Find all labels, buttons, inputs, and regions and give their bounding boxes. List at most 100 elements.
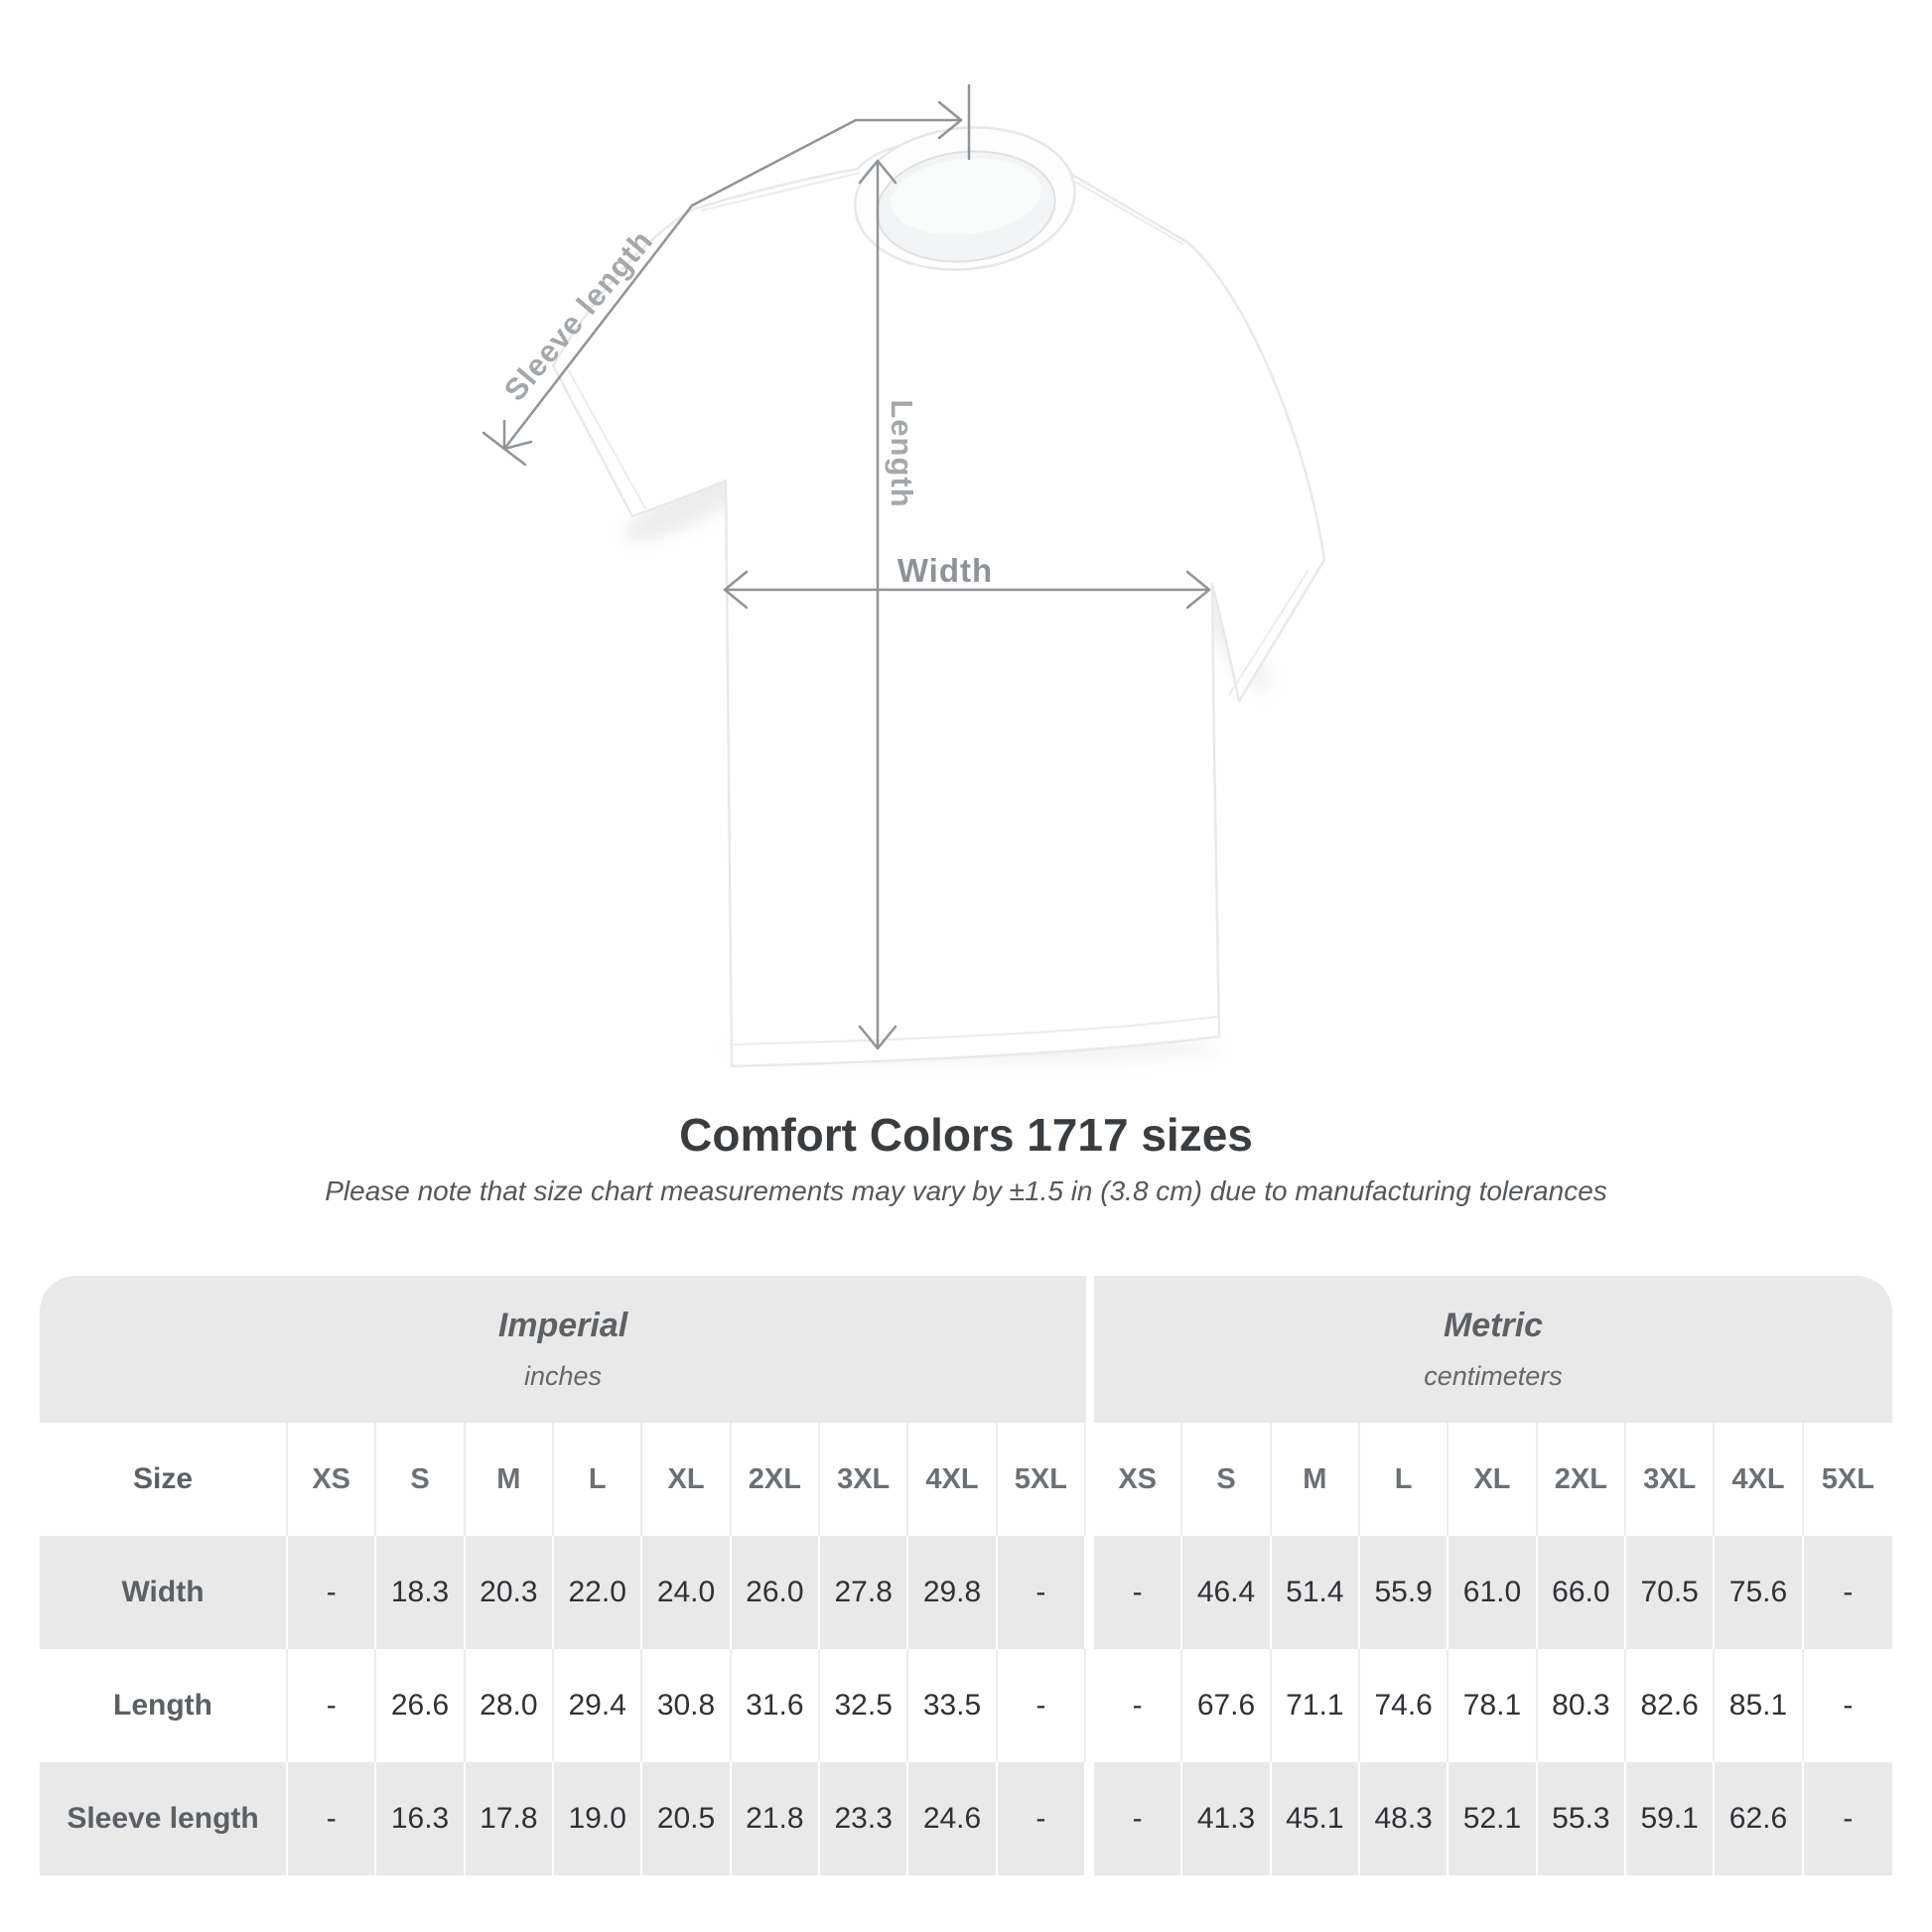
row-label: Length — [40, 1649, 289, 1762]
size-column-label: 4XL — [1715, 1423, 1804, 1536]
measurement-value: 24.0 — [642, 1536, 732, 1649]
size-column-label: M — [466, 1423, 555, 1536]
measurement-value: 74.6 — [1360, 1649, 1449, 1762]
measurement-value: 52.1 — [1449, 1762, 1538, 1875]
size-header-row: Size XS S M L XL 2XL 3XL 4XL 5XL XS S M L XL 2XL 3XL 4X… — [40, 1423, 1892, 1536]
measurement-value: 48.3 — [1360, 1762, 1449, 1875]
size-column-header: Size — [40, 1423, 289, 1536]
measurement-value: - — [998, 1536, 1086, 1649]
size-column-label: 4XL — [908, 1423, 998, 1536]
tshirt-diagram: Sleeve length Length Width — [482, 83, 1326, 1068]
measurement-value: - — [1843, 1576, 1854, 1608]
measurement-value: - — [288, 1649, 377, 1762]
imperial-title: Imperial — [497, 1307, 628, 1344]
measurement-value: 23.3 — [820, 1762, 909, 1875]
measurement-value: 70.5 — [1626, 1536, 1716, 1649]
measurement-value: 29.4 — [554, 1649, 643, 1762]
measurement-value: 30.8 — [642, 1649, 732, 1762]
measurement-value: - — [1843, 1802, 1854, 1835]
measurement-value: 46.4 — [1182, 1536, 1272, 1649]
length-arrowhead-bottom — [858, 1025, 897, 1050]
size-column-label: L — [1360, 1423, 1449, 1536]
measurement-value: 66.0 — [1538, 1536, 1626, 1649]
measurement-value: 59.1 — [1626, 1762, 1716, 1875]
metric-title: Metric — [1443, 1307, 1544, 1344]
size-column-label: M — [1272, 1423, 1360, 1536]
measurement-value: 67.6 — [1182, 1649, 1272, 1762]
length-arrowhead-top — [858, 159, 897, 185]
measurement-value: 22.0 — [554, 1536, 643, 1649]
measurement-value: 55.9 — [1360, 1536, 1449, 1649]
measurement-value: 29.8 — [908, 1536, 998, 1649]
section-divider — [1086, 1423, 1094, 1536]
measurement-value: 75.6 — [1715, 1536, 1804, 1649]
table-row-width: Width -18.3 20.3 22.0 24.0 26.0 27.8 29.8- -46… — [40, 1536, 1892, 1649]
measurement-value: 24.6 — [908, 1762, 998, 1875]
size-column-label: L — [554, 1423, 643, 1536]
width-arrowhead-left — [723, 570, 749, 610]
size-column-label: XL — [642, 1423, 732, 1536]
measurement-value: 82.6 — [1626, 1649, 1716, 1762]
measurement-value: 32.5 — [820, 1649, 909, 1762]
measurement-value: 19.0 — [554, 1762, 643, 1875]
size-column-label: S — [1182, 1423, 1272, 1536]
size-column-label: XS — [288, 1423, 377, 1536]
row-label: Width — [40, 1536, 289, 1649]
size-column-label: 3XL — [1626, 1423, 1716, 1536]
table-row-length: Length -26.6 28.0 29.4 30.8 31.6 32.5 33.5- -6… — [40, 1649, 1892, 1762]
measurement-value: - — [1094, 1536, 1183, 1649]
tshirt-body — [551, 126, 1326, 1068]
metric-section-header: Metric centimeters — [1094, 1276, 1892, 1423]
measurement-value: - — [1094, 1649, 1183, 1762]
measurement-value: 41.3 — [1182, 1762, 1272, 1875]
row-label: Sleeve length — [40, 1762, 289, 1875]
measurement-value: - — [288, 1536, 377, 1649]
measurement-value: 55.3 — [1538, 1762, 1626, 1875]
length-label: Length — [885, 399, 919, 508]
measurement-value: - — [998, 1649, 1086, 1762]
measurement-value: 18.3 — [376, 1536, 466, 1649]
measurement-value: 31.6 — [732, 1649, 821, 1762]
measurement-value: 17.8 — [466, 1762, 555, 1875]
table-row-sleeve-length: Sleeve length -16.3 17.8 19.0 20.5 21.8 23.3 2… — [40, 1762, 1892, 1875]
measurement-value: 26.0 — [732, 1536, 821, 1649]
width-label: Width — [897, 552, 994, 589]
measurement-value: 26.6 — [376, 1649, 466, 1762]
size-column-label: 5XL — [998, 1423, 1086, 1536]
width-arrowhead-right — [1185, 570, 1211, 610]
measurement-value: 21.8 — [732, 1762, 821, 1875]
size-column-label: 3XL — [820, 1423, 909, 1536]
measurement-value: 61.0 — [1449, 1536, 1538, 1649]
section-divider — [1086, 1649, 1094, 1762]
measurement-value: 27.8 — [820, 1536, 909, 1649]
imperial-section-header: Imperial inches — [40, 1276, 1087, 1423]
section-divider — [1086, 1762, 1094, 1875]
section-divider — [1086, 1536, 1094, 1649]
size-column-label: 2XL — [732, 1423, 821, 1536]
size-column-label: 2XL — [1538, 1423, 1626, 1536]
measurement-value: - — [998, 1762, 1086, 1875]
measurement-value: 71.1 — [1272, 1649, 1360, 1762]
measurement-value: 51.4 — [1272, 1536, 1360, 1649]
metric-unit: centimeters — [1424, 1361, 1563, 1391]
measurement-value: - — [288, 1762, 377, 1875]
sleeve-length-arrow — [502, 118, 963, 451]
measurement-value: - — [1843, 1689, 1854, 1722]
sleeve-length-arrowhead-right — [937, 100, 963, 140]
measurement-value: 78.1 — [1449, 1649, 1538, 1762]
sleeve-length-start-tick — [482, 431, 527, 467]
size-column-label: S — [376, 1423, 466, 1536]
measurement-value: 80.3 — [1538, 1649, 1626, 1762]
unit-section-header: Imperial inches Metric centimeters — [40, 1276, 1892, 1423]
size-column-label: 5XL — [1821, 1462, 1874, 1495]
size-column-label: XL — [1449, 1423, 1538, 1536]
measurement-arrows — [482, 83, 1211, 1050]
measurement-value: 20.5 — [642, 1762, 732, 1875]
stitch-seams — [567, 172, 1310, 1045]
measurement-value: 62.6 — [1715, 1762, 1804, 1875]
measurement-value: 85.1 — [1715, 1649, 1804, 1762]
measurement-value: 28.0 — [466, 1649, 555, 1762]
tolerance-note: Please note that size chart measurements… — [325, 1175, 1607, 1206]
measurement-value: 33.5 — [908, 1649, 998, 1762]
